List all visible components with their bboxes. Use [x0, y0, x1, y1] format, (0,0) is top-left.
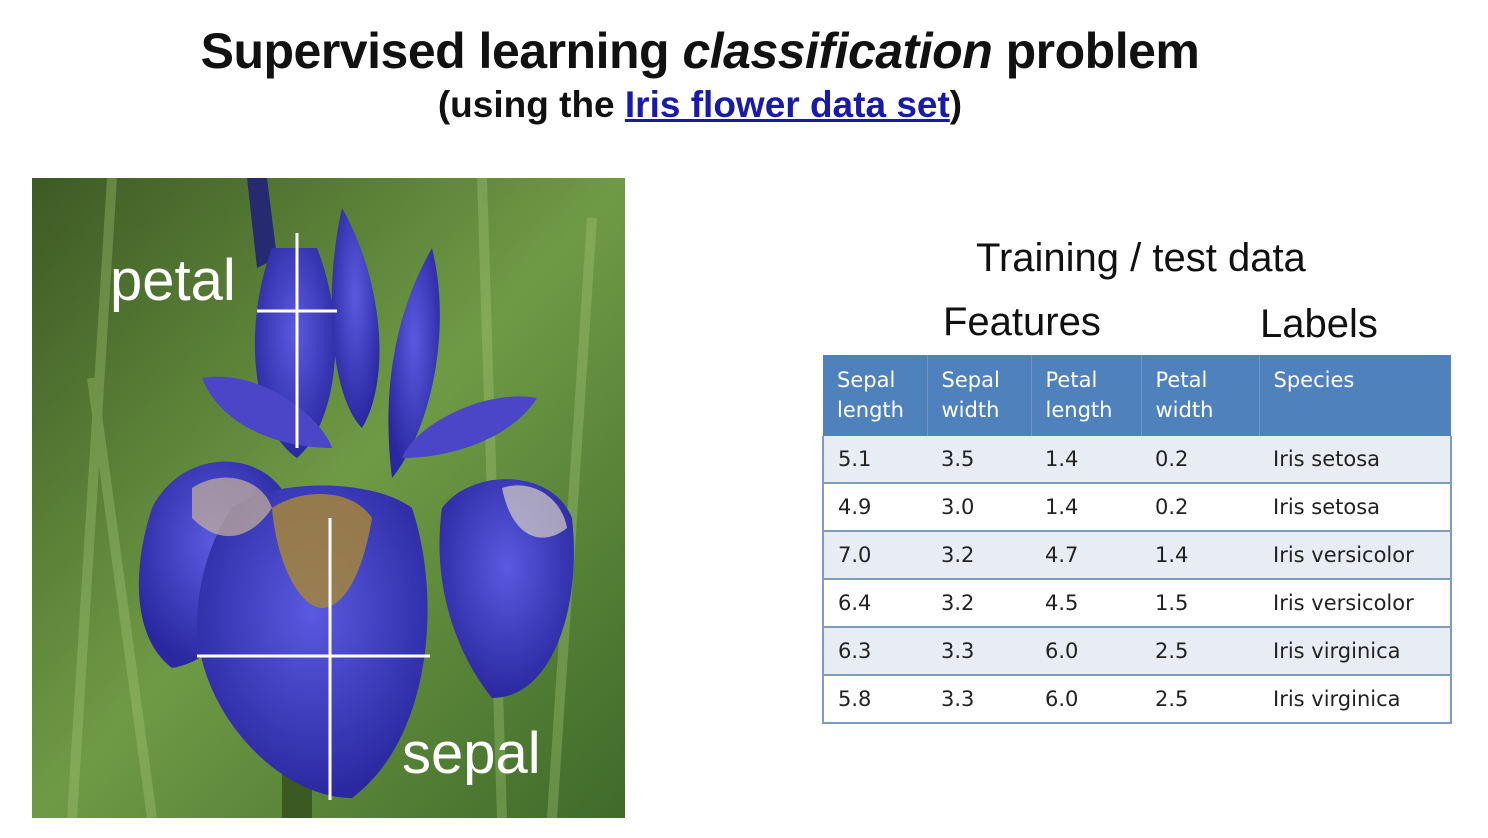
column-header: Petal length — [1031, 355, 1142, 436]
table-cell: 2.5 — [1141, 627, 1259, 676]
table-cell: 0.2 — [1141, 436, 1259, 484]
title-text-end: problem — [992, 23, 1200, 79]
title-text: Supervised learning — [200, 23, 683, 79]
subtitle-close: ) — [949, 84, 963, 125]
column-header: Species — [1259, 355, 1451, 436]
table-row: 5.1 3.5 1.4 0.2 Iris setosa — [822, 436, 1452, 484]
table-cell: 6.4 — [822, 579, 927, 628]
table-cell: 2.5 — [1141, 675, 1259, 724]
table-cell: 3.5 — [927, 436, 1031, 484]
slide-subtitle: (using the Iris flower data set) — [0, 84, 1400, 126]
table-row: 6.3 3.3 6.0 2.5 Iris virginica — [822, 627, 1452, 676]
iris-data-table: Sepal length Sepal width Petal length Pe… — [822, 355, 1452, 724]
table-row: 6.4 3.2 4.5 1.5 Iris versicolor — [822, 579, 1452, 628]
table-cell: 5.1 — [822, 436, 927, 484]
table-row: 4.9 3.0 1.4 0.2 Iris setosa — [822, 483, 1452, 532]
title-italic: classification — [682, 23, 993, 79]
table-cell: 7.0 — [822, 531, 927, 580]
features-label: Features — [943, 300, 1101, 344]
table-cell: 4.9 — [822, 483, 927, 532]
table-cell: Iris virginica — [1259, 627, 1452, 676]
table-cell: 3.0 — [927, 483, 1031, 532]
column-header: Sepal length — [823, 355, 928, 436]
table-cell: 1.5 — [1141, 579, 1259, 628]
table-cell: 3.2 — [927, 531, 1031, 580]
table-cell: 3.2 — [927, 579, 1031, 628]
sepal-label: sepal — [402, 721, 541, 786]
table-cell: Iris setosa — [1259, 483, 1452, 532]
table-cell: Iris setosa — [1259, 436, 1452, 484]
table-cell: Iris virginica — [1259, 675, 1452, 724]
table-cell: 3.3 — [927, 627, 1031, 676]
iris-flower-image: petal sepal — [32, 178, 625, 818]
column-header: Sepal width — [927, 355, 1032, 436]
table-cell: 6.3 — [822, 627, 927, 676]
table-cell: 3.3 — [927, 675, 1031, 724]
table-cell: 5.8 — [822, 675, 927, 724]
table-cell: 4.7 — [1031, 531, 1141, 580]
table-cell: 4.5 — [1031, 579, 1141, 628]
table-row: 7.0 3.2 4.7 1.4 Iris versicolor — [822, 531, 1452, 580]
subtitle-open: (using the — [437, 84, 625, 125]
labels-label: Labels — [1260, 302, 1378, 346]
table-cell: Iris versicolor — [1259, 579, 1452, 628]
column-header: Petal width — [1141, 355, 1260, 436]
table-cell: 6.0 — [1031, 675, 1141, 724]
table-cell: 0.2 — [1141, 483, 1259, 532]
iris-dataset-link[interactable]: Iris flower data set — [624, 84, 950, 125]
table-cell: 1.4 — [1031, 436, 1141, 484]
table-row: 5.8 3.3 6.0 2.5 Iris virginica — [822, 675, 1452, 724]
table-cell: 1.4 — [1031, 483, 1141, 532]
table-header-row: Sepal length Sepal width Petal length Pe… — [823, 355, 1451, 436]
table-cell: 6.0 — [1031, 627, 1141, 676]
petal-label: petal — [110, 248, 236, 313]
section-heading: Training / test data — [976, 236, 1306, 280]
table-cell: 1.4 — [1141, 531, 1259, 580]
slide-title: Supervised learning classification probl… — [0, 22, 1400, 80]
table-cell: Iris versicolor — [1259, 531, 1452, 580]
